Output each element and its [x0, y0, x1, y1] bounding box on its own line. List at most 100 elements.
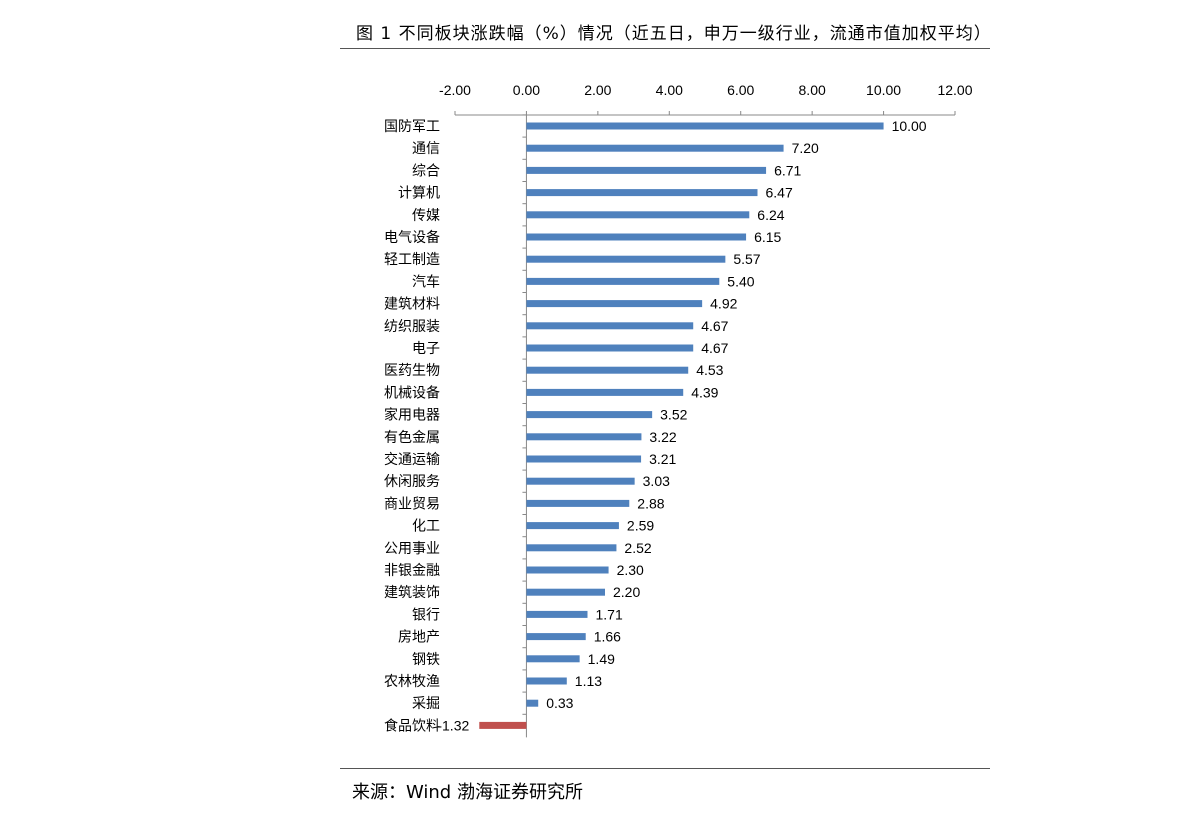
- category-label: 电气设备: [384, 229, 440, 246]
- bar: [526, 633, 586, 641]
- category-label: 非银金融: [384, 563, 440, 579]
- bar: [526, 322, 694, 330]
- data-label: 6.71: [774, 162, 801, 178]
- data-label: 3.52: [660, 407, 687, 423]
- category-label: 商业贸易: [384, 496, 440, 512]
- bar: [479, 721, 527, 729]
- data-label: 4.67: [701, 318, 728, 334]
- category-label: 农林牧渔: [384, 674, 440, 690]
- category-label: 房地产: [398, 630, 440, 646]
- category-label: 交通运输: [384, 451, 440, 468]
- x-tick-label: 6.00: [727, 82, 754, 98]
- data-label: 5.40: [727, 273, 754, 289]
- data-label: 2.30: [617, 562, 644, 578]
- bar: [526, 610, 588, 618]
- data-label: 1.13: [575, 673, 602, 689]
- data-label: 3.21: [649, 451, 676, 467]
- chart-title: 图 1 不同板块涨跌幅（%）情况（近五日，申万一级行业，流通市值加权平均）: [356, 24, 992, 44]
- bar: [526, 255, 726, 263]
- data-label: 5.57: [733, 251, 760, 267]
- x-tick-label: -2.00: [439, 82, 471, 98]
- category-label: 传媒: [412, 208, 440, 224]
- data-label: 10.00: [892, 118, 927, 134]
- bar: [526, 388, 684, 396]
- data-label: 4.53: [696, 362, 723, 378]
- bar: [526, 455, 642, 463]
- label-layer: 国防军工 10.00 通信 7.20 综合 6.71 计算机 6.47 传媒 6.24 电气设备 6.…: [384, 118, 927, 734]
- x-tick-label: 8.00: [799, 82, 826, 98]
- category-label: 轻工制造: [384, 252, 440, 268]
- category-label: 建筑装饰: [384, 585, 440, 601]
- category-label: 通信: [412, 141, 440, 157]
- category-label: 公用事业: [384, 541, 440, 557]
- x-tick-label: 10.00: [866, 82, 901, 98]
- category-label: 医药生物: [384, 363, 440, 379]
- bar: [526, 122, 884, 130]
- data-label: 6.24: [757, 207, 784, 223]
- x-tick-label: 12.00: [937, 82, 972, 98]
- data-label: 4.92: [710, 296, 737, 312]
- category-label: 电子: [412, 341, 440, 357]
- bar: [526, 166, 767, 174]
- data-label: 3.22: [649, 429, 676, 445]
- category-label: 有色金属: [384, 429, 440, 446]
- bar: [526, 477, 635, 485]
- data-label: 0.33: [546, 695, 573, 711]
- category-label: 采掘: [412, 696, 440, 712]
- bar: [526, 433, 642, 441]
- bar: [526, 344, 694, 352]
- category-label: 家用电器: [384, 407, 440, 424]
- bar: [526, 699, 539, 707]
- bar: [526, 566, 609, 574]
- bar: [526, 277, 720, 285]
- data-label: 1.49: [588, 651, 615, 667]
- bar: [526, 499, 630, 507]
- data-label: 2.52: [624, 540, 651, 556]
- source-note: 来源：Wind 渤海证券研究所: [352, 782, 583, 803]
- category-label: 钢铁: [412, 652, 440, 668]
- data-label: 1.71: [596, 606, 623, 622]
- category-label: 纺织服装: [384, 319, 440, 335]
- bar: [526, 300, 703, 308]
- bar: [526, 588, 605, 596]
- axis-layer: -2.00 0.00 2.00 4.00 6.00 8.00 10.00 12.00: [439, 82, 973, 738]
- bar: [526, 144, 784, 152]
- data-label: 7.20: [792, 140, 819, 156]
- category-label: 机械设备: [384, 384, 440, 401]
- category-label: 化工: [412, 519, 440, 535]
- category-label: 国防军工: [384, 119, 440, 135]
- category-label: 休闲服务: [384, 474, 440, 490]
- category-label: 食品饮料: [384, 717, 440, 734]
- category-label: 综合: [412, 163, 440, 179]
- bar: [526, 189, 758, 197]
- category-label: 银行: [412, 607, 440, 623]
- bar: [526, 544, 617, 552]
- bar: [526, 233, 747, 241]
- data-label: 3.03: [643, 473, 670, 489]
- bar: [526, 677, 567, 685]
- bar-layer: [479, 122, 884, 729]
- data-label: 2.20: [613, 584, 640, 600]
- bar: [526, 522, 619, 530]
- x-tick-label: 2.00: [584, 82, 611, 98]
- bar: [526, 211, 750, 219]
- x-tick-label: 4.00: [656, 82, 683, 98]
- data-label: -1.32: [437, 717, 469, 733]
- data-label: 4.67: [701, 340, 728, 356]
- data-label: 2.88: [637, 495, 664, 511]
- data-label: 2.59: [627, 518, 654, 534]
- bar: [526, 655, 580, 663]
- category-label: 建筑材料: [384, 297, 440, 313]
- data-label: 6.47: [766, 185, 793, 201]
- category-label: 汽车: [412, 273, 440, 290]
- title-rule: [340, 48, 990, 49]
- data-label: 1.66: [594, 629, 621, 645]
- bar: [526, 366, 689, 374]
- category-label: 计算机: [398, 186, 440, 202]
- x-tick-label: 0.00: [513, 82, 540, 98]
- bar: [526, 411, 653, 419]
- data-label: 6.15: [754, 229, 781, 245]
- source-rule: [340, 768, 990, 769]
- data-label: 4.39: [691, 384, 718, 400]
